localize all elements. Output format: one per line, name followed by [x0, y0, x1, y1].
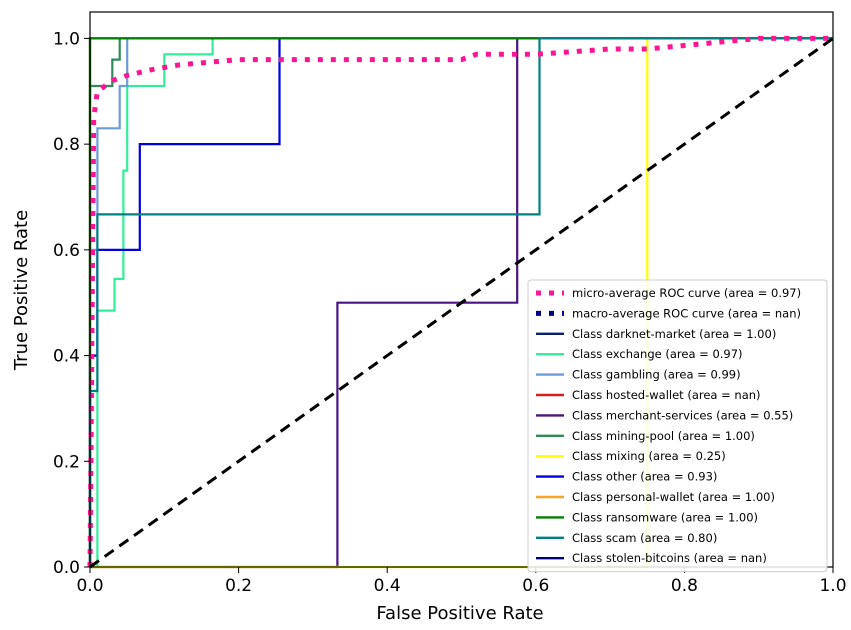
- x-tick-label: 0.4: [374, 576, 401, 596]
- legend-entry-macro-average-roc-curve: macro-average ROC curve (area = nan): [572, 306, 801, 320]
- legend-entry-class-personal-wallet: Class personal-wallet (area = 1.00): [572, 490, 775, 504]
- y-tick-label: 0.8: [53, 135, 80, 155]
- y-ticks: 0.0 0.2 0.4 0.6 0.8 1.0: [53, 29, 90, 578]
- y-tick-label: 0.0: [53, 558, 80, 578]
- legend-entry-class-mining-pool: Class mining-pool (area = 1.00): [572, 429, 755, 443]
- x-axis-label: False Positive Rate: [376, 603, 543, 624]
- x-tick-label: 0.6: [522, 576, 549, 596]
- y-tick-label: 0.4: [53, 347, 80, 367]
- y-axis-label: True Positive Rate: [11, 210, 32, 371]
- plot-frame: [89, 11, 834, 568]
- legend-entry-class-hosted-wallet: Class hosted-wallet (area = nan): [572, 388, 761, 402]
- y-tick-label: 0.6: [53, 241, 80, 261]
- legend: micro-average ROC curve (area = 0.97) mac…: [527, 279, 828, 573]
- y-tick-label: 0.2: [53, 452, 80, 472]
- x-tick-label: 0.8: [671, 576, 698, 596]
- legend-entry-class-ransomware: Class ransomware (area = 1.00): [572, 510, 758, 524]
- legend-entry-class-other: Class other (area = 0.93): [572, 470, 717, 484]
- legend-entry-class-stolen-bitcoins: Class stolen-bitcoins (area = nan): [572, 551, 767, 565]
- y-tick-label: 1.0: [53, 29, 80, 49]
- legend-entry-class-darknet-market: Class darknet-market (area = 1.00): [572, 327, 776, 341]
- legend-entry-micro-average-roc-curve: micro-average ROC curve (area = 0.97): [572, 286, 801, 300]
- legend-entry-class-scam: Class scam (area = 0.80): [572, 531, 717, 545]
- legend-box: [527, 279, 828, 573]
- series-line-micro-average-roc-curve: [87, 35, 833, 568]
- x-tick-label: 0.0: [76, 576, 103, 596]
- series-line-class-exchange: [90, 37, 833, 569]
- legend-entry-class-merchant-services: Class merchant-services (area = 0.55): [572, 408, 793, 422]
- series-line-class-gambling: [88, 37, 833, 567]
- legend-entry-class-mixing: Class mixing (area = 0.25): [572, 449, 726, 463]
- chance-reference-line: [89, 37, 834, 569]
- x-tick-label: 1.0: [819, 576, 846, 596]
- legend-entry-class-gambling: Class gambling (area = 0.99): [572, 368, 741, 382]
- legend-entry-class-exchange: Class exchange (area = 0.97): [572, 347, 743, 361]
- x-ticks: 0.0 0.2 0.4 0.6 0.8 1.0: [76, 567, 847, 596]
- x-tick-label: 0.2: [225, 576, 252, 596]
